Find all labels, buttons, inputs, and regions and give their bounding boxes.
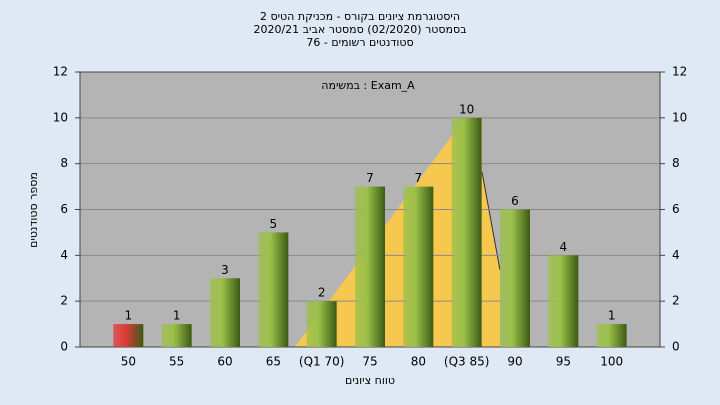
- y-tick-label: 12: [53, 65, 68, 79]
- y-tick-label: 8: [60, 156, 68, 170]
- x-tick-label: 75: [362, 355, 377, 369]
- bar: [161, 324, 192, 347]
- bar: [355, 186, 385, 347]
- y2-tick-label: 2: [672, 294, 680, 308]
- bar: [500, 209, 530, 347]
- quartile-area: [295, 118, 500, 347]
- x-tick-label: 60: [217, 355, 232, 369]
- bar: [451, 117, 482, 347]
- y-tick-label: 10: [53, 110, 68, 124]
- data-label: 1: [125, 309, 133, 323]
- bar: [548, 255, 579, 347]
- chart-subtitle: בסמסטר (02/2020) סמסטר אביב 2020/21: [253, 23, 466, 36]
- x-tick-label: 50: [121, 355, 136, 369]
- y-tick-label: 4: [60, 248, 68, 262]
- data-label: 1: [608, 309, 616, 323]
- x-tick-label: 100: [600, 355, 623, 369]
- chart-title: היסטוגרמת ציונים בקורס - מכניקת הטיס 2: [260, 10, 460, 23]
- x-tick-label: (Q1 70): [299, 355, 345, 369]
- bar: [596, 324, 627, 347]
- data-label: 1: [173, 309, 181, 323]
- y-tick-label: 0: [60, 340, 68, 354]
- x-tick-label: (Q3 85): [444, 355, 490, 369]
- x-tick-label: 95: [556, 355, 571, 369]
- data-label: 5: [270, 217, 278, 231]
- data-label: 3: [221, 263, 229, 277]
- x-tick-label: 55: [169, 355, 184, 369]
- annotation: במשימה : Exam_A: [321, 79, 415, 92]
- x-axis-label: טווח ציונים: [345, 374, 395, 387]
- data-label: 6: [511, 194, 519, 208]
- y2-tick-label: 0: [672, 340, 680, 354]
- y2-tick-label: 6: [672, 202, 680, 216]
- data-label: 2: [318, 286, 326, 300]
- y-axis-label: מספר סטודנטים: [27, 172, 40, 248]
- y2-tick-label: 10: [672, 110, 687, 124]
- bar: [113, 324, 144, 347]
- x-tick-label: 65: [266, 355, 281, 369]
- bar: [258, 232, 289, 347]
- bar: [210, 278, 240, 347]
- data-label: 10: [459, 102, 474, 116]
- data-label: 4: [560, 240, 568, 254]
- y2-tick-label: 4: [672, 248, 680, 262]
- quartile-edge: [481, 171, 501, 271]
- chart-subtitle: סטודנטים רשומים - 76: [306, 36, 413, 49]
- y-tick-label: 6: [60, 202, 68, 216]
- data-label: 7: [415, 171, 423, 185]
- x-tick-label: 90: [507, 355, 522, 369]
- bar: [306, 301, 337, 347]
- data-label: 7: [366, 171, 374, 185]
- y2-tick-label: 12: [672, 65, 687, 79]
- bar: [403, 186, 434, 347]
- y-tick-label: 2: [60, 294, 68, 308]
- y2-tick-label: 8: [672, 156, 680, 170]
- x-tick-label: 80: [411, 355, 426, 369]
